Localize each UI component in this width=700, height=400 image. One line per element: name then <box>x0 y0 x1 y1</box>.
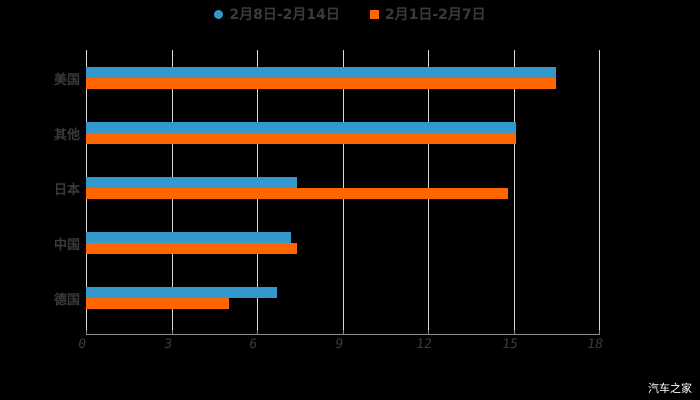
x-tick <box>171 330 173 335</box>
x-tick <box>257 330 258 335</box>
x-tick <box>599 330 600 335</box>
legend-label: 2月1日-2月7日 <box>384 7 486 23</box>
legend-square-icon <box>369 9 379 19</box>
legend: 2月8日-2月14日 2月1日-2月7日 <box>0 4 700 24</box>
x-tick-label: 0 <box>77 337 87 352</box>
bar-week2[interactable] <box>86 122 517 133</box>
bar-week2[interactable] <box>86 67 557 78</box>
bar-week2[interactable] <box>86 232 292 243</box>
x-tick-label: 15 <box>500 337 519 352</box>
bar-week2[interactable] <box>86 177 297 188</box>
bar-week1[interactable] <box>86 133 517 144</box>
bar-week1[interactable] <box>86 298 229 309</box>
category-label: 中国 <box>53 238 80 253</box>
x-tick-label: 9 <box>333 337 344 352</box>
bar-week1[interactable] <box>86 78 557 89</box>
legend-item-week2[interactable]: 2月8日-2月14日 <box>214 4 340 24</box>
bar-week1[interactable] <box>86 188 508 199</box>
x-tick-label: 6 <box>248 337 258 352</box>
legend-label: 2月8日-2月14日 <box>229 7 340 23</box>
x-tick-label: 18 <box>586 337 604 352</box>
category-label: 德国 <box>53 293 80 308</box>
x-tick <box>86 330 87 335</box>
gridline <box>513 50 515 330</box>
watermark: 汽车之家 <box>648 382 692 395</box>
legend-item-week1[interactable]: 2月1日-2月7日 <box>369 4 486 24</box>
x-tick-label: 12 <box>415 337 433 352</box>
bar-week1[interactable] <box>86 243 297 254</box>
x-tick <box>513 330 515 335</box>
gridline <box>599 50 600 330</box>
category-label: 其他 <box>53 128 80 143</box>
plot-area <box>86 50 600 330</box>
bar-week2[interactable] <box>86 287 277 298</box>
legend-dot-icon <box>214 9 224 19</box>
category-label: 美国 <box>53 73 80 88</box>
x-tick <box>342 330 344 335</box>
category-label: 日本 <box>53 183 80 198</box>
x-tick-label: 3 <box>162 337 173 352</box>
x-tick <box>428 330 429 335</box>
